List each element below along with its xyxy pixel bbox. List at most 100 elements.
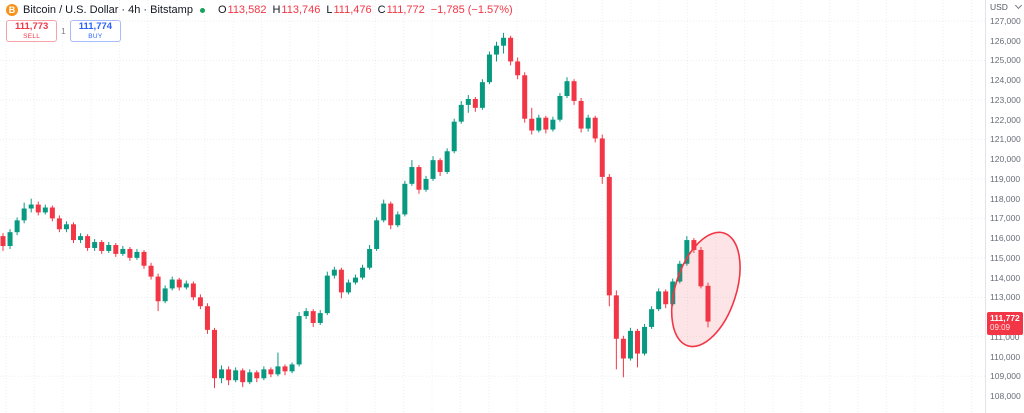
price-tick-label: 116,000	[990, 233, 1021, 244]
candle-body	[465, 98, 471, 105]
low-value: 111,476	[333, 4, 372, 16]
low-label: L	[326, 4, 333, 16]
sell-price: 111,773	[15, 21, 49, 32]
candle-body	[106, 245, 112, 251]
candle-body	[571, 81, 577, 101]
candle-body	[635, 330, 640, 354]
sell-label: SELL	[23, 32, 41, 40]
candle-body	[141, 251, 147, 266]
highlight-ellipse-annotation[interactable]	[659, 224, 753, 355]
price-tick-label: 115,000	[990, 252, 1021, 263]
candle-body	[113, 245, 119, 254]
price-tick-label: 113,000	[990, 292, 1021, 303]
close-value: 111,772	[386, 4, 425, 16]
candle-body	[303, 311, 309, 317]
price-tick-label: 109,000	[990, 371, 1021, 382]
candle-body	[529, 118, 535, 131]
candle-body	[409, 167, 415, 184]
close-label: C	[377, 4, 386, 16]
price-tick-label: 110,000	[990, 351, 1021, 362]
candle-body	[388, 203, 394, 226]
candle-body	[282, 366, 288, 372]
candle-body	[402, 183, 408, 215]
candle-body	[120, 248, 126, 254]
candle-body	[254, 372, 260, 379]
candle-body	[289, 364, 295, 372]
price-tick-label: 126,000	[990, 35, 1021, 46]
price-tick-label: 118,000	[990, 193, 1021, 204]
candle-body	[663, 291, 669, 305]
candle-body	[444, 151, 450, 172]
candle-body	[190, 283, 196, 298]
high-value: 113,746	[281, 4, 321, 16]
sell-button[interactable]: 111,773 SELL	[6, 20, 58, 43]
candle-body	[134, 251, 140, 258]
open-label: O	[217, 4, 227, 16]
candle-body	[162, 288, 168, 302]
candle-body	[486, 54, 492, 83]
candle-body	[63, 224, 69, 230]
candle-body	[670, 281, 676, 305]
candle-body	[543, 117, 549, 130]
candle-body	[698, 249, 704, 287]
candle-body	[479, 82, 485, 108]
last-price-label: 111,772 09:09	[987, 311, 1023, 335]
candle-body	[176, 279, 182, 288]
candle-body	[423, 178, 429, 190]
candle-body	[28, 204, 34, 209]
candle-body	[620, 338, 626, 359]
ohlc-values: O 113,582 H 113,746 L 111,476 C 111,772 −1,7…	[212, 4, 513, 16]
candle-body	[550, 119, 556, 130]
buy-button[interactable]: 111,774 BUY	[69, 20, 122, 43]
price-tick-label: 117,000	[990, 213, 1021, 224]
candle-body	[557, 96, 563, 120]
candle-body	[508, 37, 514, 62]
candle-body	[458, 104, 464, 122]
market-status-dot-icon[interactable]	[199, 7, 205, 13]
candle-body	[592, 117, 598, 139]
candle-body	[0, 236, 6, 246]
legend-symbol-row: B Bitcoin / U.S. Dollar · 4h · Bitstamp …	[6, 3, 513, 17]
candle-body	[585, 117, 591, 129]
chevron-down-icon	[1014, 1, 1022, 10]
price-tick-label: 120,000	[990, 154, 1021, 165]
candle-body	[501, 37, 507, 46]
price-tick-label: 119,000	[990, 173, 1021, 184]
candle-body	[430, 160, 436, 179]
candle-body	[395, 214, 401, 226]
candle-body	[247, 372, 253, 383]
candle-body	[494, 45, 499, 55]
spread-value: 1	[61, 26, 66, 36]
candle-body	[472, 98, 478, 108]
candle-body	[536, 117, 542, 131]
candle-body	[578, 100, 584, 129]
candle-body	[197, 297, 203, 307]
buy-label: BUY	[88, 32, 103, 40]
candle-body	[338, 269, 344, 293]
candle-body	[275, 366, 281, 375]
price-tick-label: 127,000	[990, 16, 1021, 26]
candle-body	[613, 295, 619, 339]
candle-body	[212, 329, 217, 379]
candle-body	[99, 242, 105, 251]
currency-label: USD	[990, 1, 1008, 12]
symbol-title[interactable]: Bitcoin / U.S. Dollar · 4h · Bitstamp	[23, 4, 193, 16]
candle-body	[324, 275, 330, 314]
price-axis-header[interactable]: USD	[986, 0, 1024, 13]
candle-body	[148, 265, 154, 277]
candle-body	[381, 203, 387, 221]
candle-body	[649, 309, 655, 327]
price-tick-label: 114,000	[990, 272, 1021, 283]
last-price-value: 111,772	[990, 312, 1020, 323]
candle-body	[71, 224, 76, 241]
candle-body	[78, 236, 84, 241]
candle-body	[21, 208, 27, 221]
candlestick-chart-canvas[interactable]	[0, 0, 986, 413]
candle-body	[14, 220, 20, 233]
price-tick-label: 121,000	[990, 134, 1021, 145]
candle-body	[564, 81, 570, 96]
chart-legend: B Bitcoin / U.S. Dollar · 4h · Bitstamp …	[6, 3, 513, 43]
price-tick-label: 108,000	[990, 391, 1021, 401]
trade-buttons-row: 111,773 SELL 1 111,774 BUY	[6, 20, 513, 43]
price-axis[interactable]: USD 127,000 126,000 125,000 124,000 123,000 1…	[985, 0, 1024, 413]
